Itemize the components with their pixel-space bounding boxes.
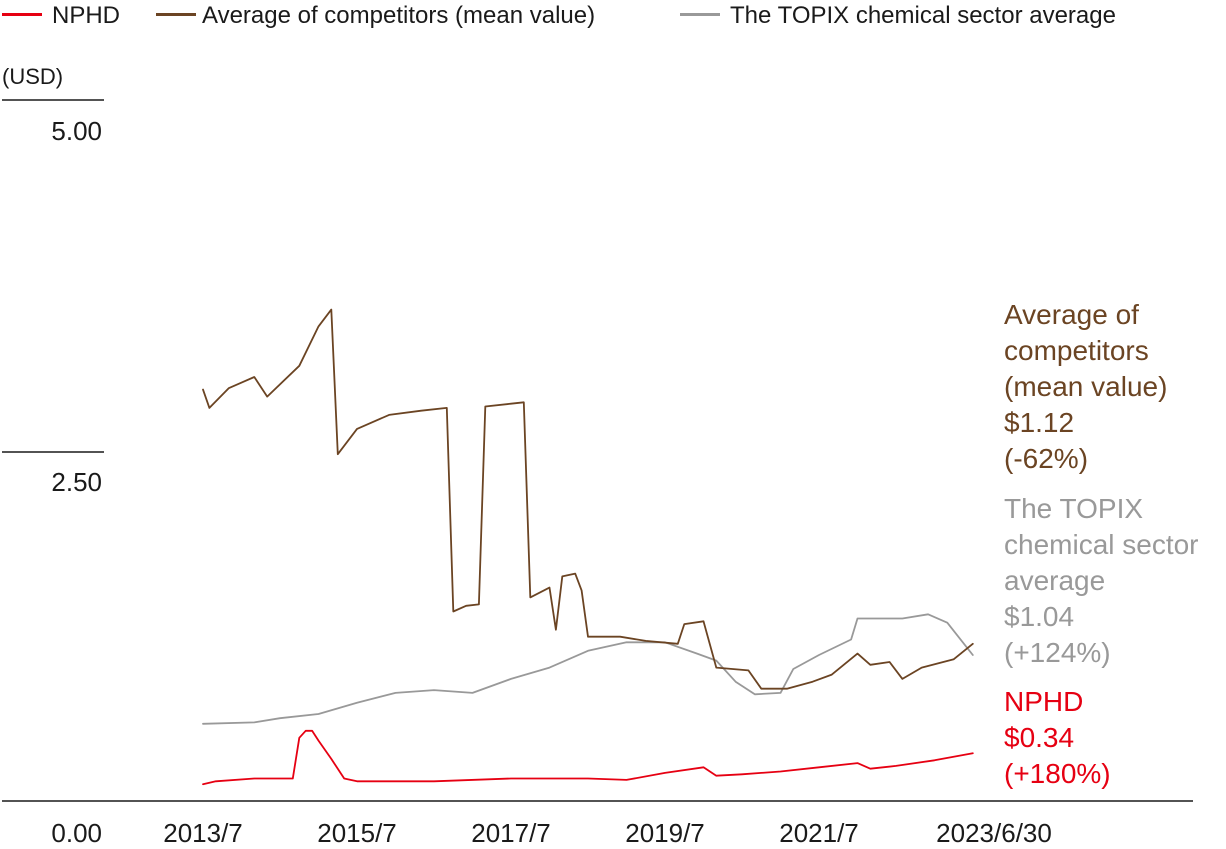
legend-swatch-topix [680, 13, 720, 16]
series-line-the-topix-chemical-sector-average [202, 613, 974, 725]
end-label-line: NPHD [1004, 686, 1084, 717]
end-label-change: (-62%) [1004, 443, 1089, 474]
end-label-change: (+124%) [1004, 637, 1111, 668]
end-label-value: $0.34 [1004, 722, 1075, 753]
end-label-line: Average of [1004, 299, 1139, 330]
x-tick-label: 2015/7 [317, 818, 397, 848]
y-tick-label: 5.00 [51, 116, 102, 146]
end-label-line: chemical sector [1004, 529, 1199, 560]
end-label-change: (+180%) [1004, 758, 1111, 789]
x-tick-label: 2021/7 [779, 818, 859, 848]
y-tick-label: 2.50 [51, 467, 102, 497]
legend-label-competitors: Average of competitors (mean value) [202, 2, 596, 29]
end-label-line: competitors [1004, 335, 1149, 366]
legend-swatch-nphd [2, 13, 42, 16]
end-label-nphd: NPHD $0.34 (+180%) [1004, 684, 1111, 792]
x-tick-label: 2019/7 [625, 818, 705, 848]
end-label-line: The TOPIX [1004, 493, 1144, 524]
legend-label-topix: The TOPIX chemical sector average [730, 2, 1116, 29]
end-label-value: $1.12 [1004, 407, 1075, 438]
end-label-topix: The TOPIX chemical sector average $1.04 … [1004, 491, 1199, 671]
x-tick-label: 2023/6/30 [936, 818, 1052, 848]
y-axis-unit: (USD) [2, 64, 64, 89]
legend-swatch-competitors [156, 13, 196, 16]
legend-label-nphd: NPHD [52, 2, 121, 29]
x-tick-label: 2017/7 [471, 818, 551, 848]
end-label-value: $1.04 [1004, 601, 1075, 632]
end-label-competitors: Average of competitors (mean value) $1.1… [1004, 297, 1167, 477]
end-label-line: average [1004, 565, 1106, 596]
x-tick-label: 2013/7 [163, 818, 243, 848]
series-line-average-of-competitors-mean-value [202, 308, 974, 690]
end-label-line: (mean value) [1004, 371, 1168, 402]
series-line-nphd [202, 729, 974, 786]
y-tick-label: 0.00 [51, 818, 102, 848]
